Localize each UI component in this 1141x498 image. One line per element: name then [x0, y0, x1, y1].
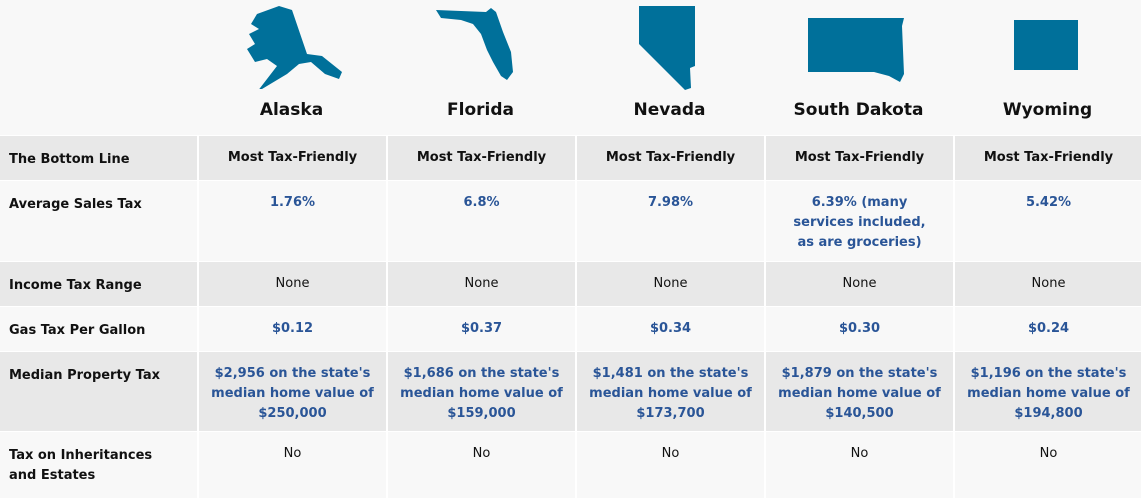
wyoming-map-icon: [1013, 20, 1078, 70]
table-cell: 6.39% (many services included, as are gr…: [764, 181, 953, 261]
table-cell: $0.37: [386, 307, 575, 351]
table-cell: 5.42%: [953, 181, 1141, 261]
table-cell: 1.76%: [197, 181, 386, 261]
table-cell: 6.8%: [386, 181, 575, 261]
row-label: Income Tax Range: [9, 278, 142, 293]
table-row-income-tax: Income Tax Range None None None None Non…: [0, 261, 1141, 306]
table-cell: Most Tax-Friendly: [386, 136, 575, 180]
table-cell: No: [386, 432, 575, 498]
florida-map-icon: [435, 8, 513, 80]
table-cell: None: [197, 262, 386, 306]
nevada-map-icon: [638, 6, 695, 90]
table-row-property-tax: Median Property Tax $2,956 on the state'…: [0, 351, 1141, 431]
table-cell: $1,879 on the state's median home value …: [764, 352, 953, 431]
header-spacer: [0, 0, 197, 135]
state-name: Florida: [447, 100, 514, 120]
table-cell: $0.12: [197, 307, 386, 351]
state-column-wyoming: Wyoming: [953, 0, 1141, 135]
table-cell: $2,956 on the state's median home value …: [197, 352, 386, 431]
row-label: Gas Tax Per Gallon: [9, 323, 146, 338]
table-row-inheritance-tax: Tax on Inheritances and Estates No No No…: [0, 431, 1141, 498]
state-name: South Dakota: [793, 100, 924, 120]
table-cell: $1,481 on the state's median home value …: [575, 352, 764, 431]
table-cell: No: [197, 432, 386, 498]
table-cell: Most Tax-Friendly: [575, 136, 764, 180]
table-cell: Most Tax-Friendly: [197, 136, 386, 180]
alaska-map-icon: [246, 6, 342, 89]
state-column-nevada: Nevada: [575, 0, 764, 135]
state-column-florida: Florida: [386, 0, 575, 135]
south-dakota-map-icon: [807, 18, 904, 82]
table-cell: None: [386, 262, 575, 306]
table-row-bottom-line: The Bottom Line Most Tax-Friendly Most T…: [0, 135, 1141, 180]
row-label: The Bottom Line: [9, 152, 130, 167]
table-cell: 7.98%: [575, 181, 764, 261]
state-column-alaska: Alaska: [197, 0, 386, 135]
table-row-sales-tax: Average Sales Tax 1.76% 6.8% 7.98% 6.39%…: [0, 180, 1141, 261]
table-cell: $1,686 on the state's median home value …: [386, 352, 575, 431]
table-cell: $0.34: [575, 307, 764, 351]
table-cell: $0.30: [764, 307, 953, 351]
table-cell: $1,196 on the state's median home value …: [953, 352, 1141, 431]
row-label: Tax on Inheritances and Estates: [9, 448, 153, 483]
table-cell: None: [764, 262, 953, 306]
table-cell: None: [953, 262, 1141, 306]
table-cell: Most Tax-Friendly: [953, 136, 1141, 180]
row-label: Average Sales Tax: [9, 197, 142, 212]
table-cell: No: [764, 432, 953, 498]
state-header-row: Alaska Florida Nevada South Dakota Wyomi…: [0, 0, 1141, 135]
state-name: Alaska: [259, 100, 324, 120]
table-cell: No: [953, 432, 1141, 498]
state-name: Nevada: [633, 100, 706, 120]
table-row-gas-tax: Gas Tax Per Gallon $0.12 $0.37 $0.34 $0.…: [0, 306, 1141, 351]
table-cell: None: [575, 262, 764, 306]
state-name: Wyoming: [1002, 100, 1093, 120]
table-cell: Most Tax-Friendly: [764, 136, 953, 180]
row-label: Median Property Tax: [9, 368, 161, 383]
table-cell: $0.24: [953, 307, 1141, 351]
table-cell: No: [575, 432, 764, 498]
state-column-south-dakota: South Dakota: [764, 0, 953, 135]
